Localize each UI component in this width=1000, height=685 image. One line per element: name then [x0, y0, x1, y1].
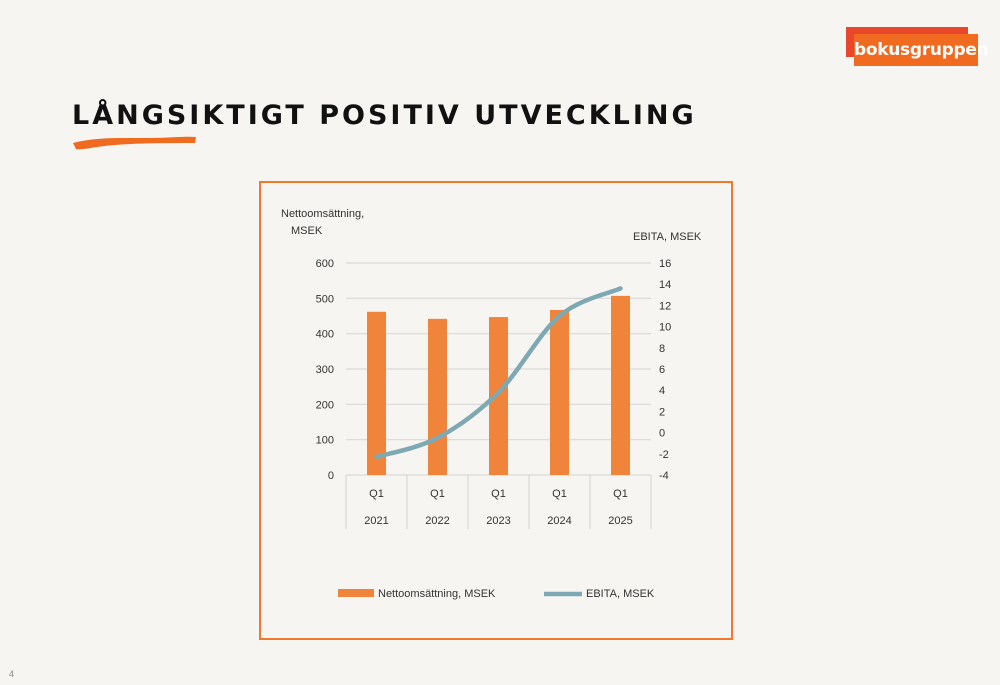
- y-left-axis-title-line1: Nettoomsättning,: [281, 208, 364, 220]
- y-left-tick-label: 200: [316, 399, 334, 411]
- y-right-tick-label: -2: [659, 449, 669, 461]
- chart-frame: 0 100 200 300 400 500 600 -4 -2 0 2 4 6 8 10 12 14 16 Q1 20…: [259, 181, 733, 640]
- y-right-tick-label: 6: [659, 364, 665, 376]
- x-tick-label-quarter: Q1: [613, 488, 628, 500]
- legend-label-bars: Nettoomsättning, MSEK: [378, 588, 496, 600]
- chart-svg: 0 100 200 300 400 500 600 -4 -2 0 2 4 6 8 10 12 14 16 Q1 20…: [281, 208, 702, 600]
- bar-2021: [367, 311, 386, 475]
- y-left-tick-label: 500: [316, 293, 334, 305]
- y-right-axis-title: EBITA, MSEK: [633, 231, 702, 243]
- bar-2024: [550, 309, 569, 475]
- y-left-tick-label: 600: [316, 258, 334, 270]
- x-tick-label-quarter: Q1: [552, 488, 567, 500]
- y-right-tick-label: 14: [659, 279, 671, 291]
- legend-swatch-bars: [338, 589, 374, 597]
- y-left-tick-label: 300: [316, 364, 334, 376]
- y-right-tick-label: 16: [659, 258, 671, 270]
- x-tick-label-quarter: Q1: [369, 488, 384, 500]
- x-tick-label-quarter: Q1: [491, 488, 506, 500]
- page-title: LÅNGSIKTIGT POSITIV UTVECKLING: [72, 100, 697, 131]
- y-right-tick-label: 12: [659, 300, 671, 312]
- title-underline-stroke: [73, 136, 196, 150]
- x-tick-label-year: 2022: [425, 515, 449, 527]
- y-right-tick-label: 4: [659, 385, 665, 397]
- y-left-tick-label: 100: [316, 435, 334, 447]
- bar-2025: [611, 295, 630, 475]
- y-right-tick-label: 8: [659, 343, 665, 355]
- page-number: 4: [9, 669, 15, 679]
- y-right-tick-label: -4: [659, 470, 669, 482]
- x-tick-label-year: 2023: [486, 515, 510, 527]
- y-left-axis-title-line2: MSEK: [291, 225, 323, 237]
- y-right-tick-label: 10: [659, 322, 671, 334]
- y-left-tick-label: 400: [316, 329, 334, 341]
- x-tick-label-year: 2025: [608, 515, 632, 527]
- y-left-tick-label: 0: [328, 470, 334, 482]
- x-tick-label-year: 2024: [547, 515, 571, 527]
- x-tick-label-year: 2021: [364, 515, 388, 527]
- y-right-tick-label: 0: [659, 428, 665, 440]
- y-right-tick-label: 2: [659, 406, 665, 418]
- bar-2023: [489, 317, 508, 475]
- legend-label-line: EBITA, MSEK: [586, 588, 655, 600]
- brand-logo: bokusgruppen: [854, 34, 989, 66]
- bar-2022: [428, 318, 447, 475]
- x-tick-label-quarter: Q1: [430, 488, 445, 500]
